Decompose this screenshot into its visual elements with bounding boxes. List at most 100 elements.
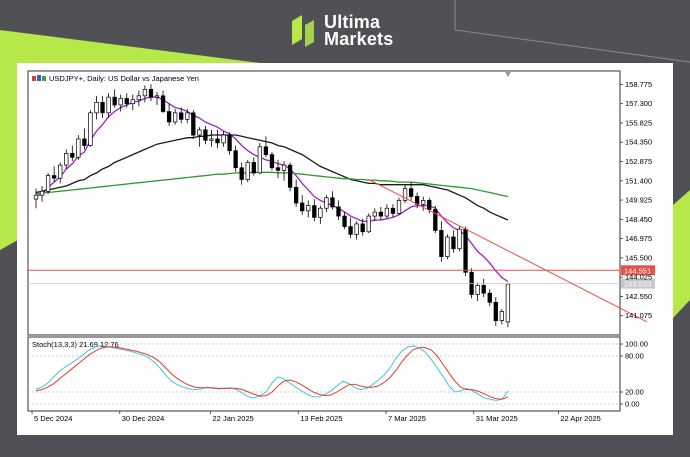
- time-tick-label: 5 Dec 2024: [34, 414, 72, 423]
- candle: [390, 204, 396, 218]
- time-axis: 5 Dec 2024 30 Dec 2024 22 Jan 2025 13 Feb 2…: [31, 411, 601, 423]
- brand-name-line1: Ultima: [324, 12, 381, 32]
- candle: [378, 206, 383, 220]
- candle: [118, 94, 123, 112]
- main-chart-frame: [27, 70, 621, 336]
- candle: [318, 205, 323, 224]
- candle: [185, 108, 190, 124]
- candle: [251, 157, 256, 176]
- candle: [481, 278, 486, 298]
- candle: [433, 205, 438, 234]
- candle: [451, 230, 456, 253]
- decor-line: [454, 0, 690, 63]
- candle: [166, 103, 172, 126]
- candle: [70, 145, 75, 162]
- candle: [493, 297, 498, 326]
- chart-svg[interactable]: USDJPY+, Daily: US Dollar vs Japanese Ye…: [17, 63, 673, 435]
- stoch-tick-label: 80.00: [625, 352, 644, 361]
- ma-line-2: [35, 134, 509, 221]
- price-tick-label: 141.075: [625, 311, 652, 320]
- candle: [336, 200, 341, 220]
- ma-line-3: [35, 171, 509, 198]
- chart-shift-marker[interactable]: [505, 72, 511, 77]
- price-tick-label: 144.025: [625, 273, 652, 282]
- candle: [112, 89, 117, 108]
- candle: [179, 107, 184, 124]
- candle: [463, 226, 468, 277]
- time-tick-label: 13 Feb 2025: [300, 414, 342, 423]
- stochastic-lines: [35, 345, 509, 401]
- candle: [124, 93, 129, 108]
- candle: [306, 200, 311, 218]
- candle: [197, 127, 202, 147]
- candle: [360, 218, 365, 236]
- chart-title: USDJPY+, Daily: US Dollar vs Japanese Ye…: [49, 74, 199, 83]
- stoch-tick-label: 20.00: [625, 388, 644, 397]
- stoch-tick-label: 0.00: [625, 400, 640, 409]
- stoch-axis: 100.00 80.00 20.00 0.00: [620, 340, 648, 409]
- candle: [51, 166, 57, 183]
- candle: [45, 172, 51, 194]
- candle: [100, 95, 105, 119]
- candle: [312, 199, 317, 222]
- candle: [408, 182, 414, 201]
- candle: [245, 159, 250, 183]
- price-tick-label: 158.775: [625, 80, 652, 89]
- last-price-box: [621, 278, 655, 289]
- candle: [257, 142, 263, 175]
- stoch-line-2: [35, 346, 509, 400]
- candle: [300, 195, 305, 215]
- candle: [58, 162, 63, 184]
- time-tick-label: 7 Mar 2025: [388, 414, 426, 423]
- price-tick-label: 149.925: [625, 196, 652, 205]
- level-label-box: [621, 265, 655, 276]
- price-tick-label: 148.450: [625, 215, 652, 224]
- level-label: 144.551: [624, 266, 651, 275]
- overlays: 144.551 143.533: [28, 179, 655, 323]
- price-tick-label: 155.825: [625, 118, 652, 127]
- candle: [88, 110, 93, 147]
- candle: [342, 212, 347, 230]
- last-price-label: 143.533: [624, 280, 651, 289]
- candle: [106, 93, 111, 119]
- candle: [281, 161, 287, 181]
- candles: [33, 84, 511, 328]
- time-tick-label: 30 Dec 2024: [122, 414, 165, 423]
- candle: [487, 289, 492, 307]
- price-tick-label: 145.500: [625, 253, 652, 262]
- candle: [239, 162, 244, 185]
- candle: [215, 129, 220, 149]
- candle: [396, 197, 402, 215]
- candle: [439, 221, 444, 262]
- price-axis: 158.775 157.300 155.825 154.350 152.875 151.4…: [620, 80, 652, 320]
- price-tick-label: 142.550: [625, 292, 652, 301]
- time-tick-label: 31 Mar 2025: [476, 414, 518, 423]
- candle: [233, 145, 238, 172]
- stoch-line-1: [35, 345, 509, 401]
- candle: [330, 191, 335, 210]
- candle: [505, 282, 511, 328]
- price-tick-label: 154.350: [625, 138, 652, 147]
- price-tick-label: 151.400: [625, 176, 652, 185]
- brand-name-line2: Markets: [324, 29, 394, 49]
- chart-panel: USDJPY+, Daily: US Dollar vs Japanese Ye…: [17, 63, 673, 435]
- candle: [348, 217, 353, 239]
- price-tick-label: 152.875: [625, 157, 652, 166]
- candle: [457, 226, 462, 252]
- candle: [64, 149, 69, 170]
- stoch-level-lines: [28, 343, 620, 405]
- candle: [445, 234, 450, 260]
- candle: [136, 90, 142, 107]
- ultima-logo-icon: [292, 15, 314, 47]
- candle: [142, 85, 148, 103]
- candle: [33, 188, 39, 209]
- accent-band-right: [673, 190, 690, 318]
- candle: [94, 95, 99, 120]
- price-tick-label: 157.300: [625, 99, 652, 108]
- candle: [269, 152, 275, 171]
- trendline[interactable]: [368, 179, 648, 323]
- candle: [421, 196, 426, 211]
- candle: [384, 204, 390, 219]
- candle: [82, 128, 87, 150]
- candle: [275, 159, 281, 179]
